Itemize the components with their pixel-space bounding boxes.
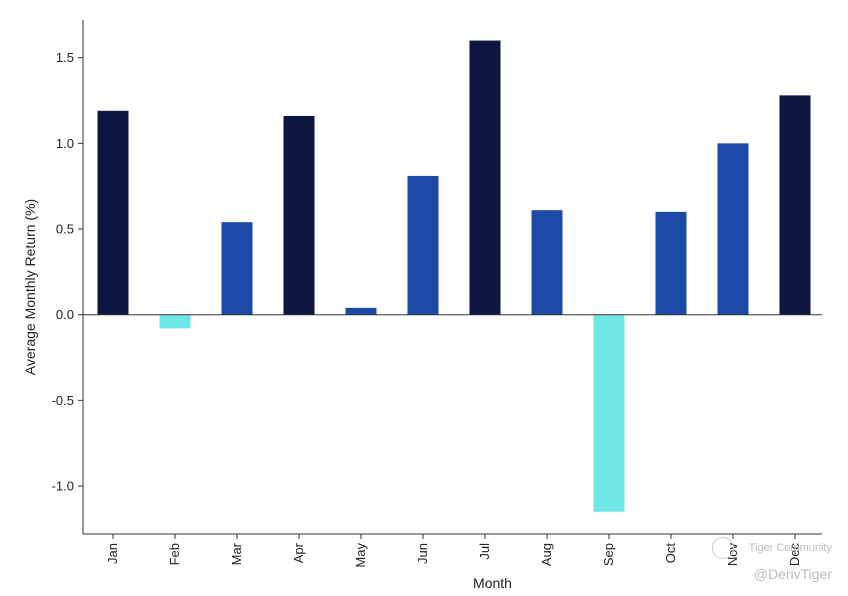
bar-oct [655, 211, 687, 315]
x-tick-label-apr: Apr [291, 542, 306, 563]
x-tick-label-sep: Sep [601, 543, 616, 566]
watermark-community: Tiger Community [748, 542, 832, 554]
bar-aug [531, 210, 563, 315]
bar-nov [717, 143, 749, 315]
y-tick-label: 0.5 [56, 222, 74, 237]
x-tick-label-jan: Jan [105, 543, 120, 564]
x-tick-label-mar: Mar [229, 542, 244, 565]
x-axis-title: Month [473, 575, 512, 591]
bars-group [97, 40, 811, 512]
bar-may [345, 307, 377, 315]
y-tick-label: -0.5 [52, 393, 74, 408]
x-tick-label-feb: Feb [167, 543, 182, 565]
x-tick-label-aug: Aug [539, 543, 554, 566]
bar-feb [159, 314, 191, 329]
x-tick-label-dec: Dec [787, 543, 802, 567]
y-tick-label: 0.0 [56, 307, 74, 322]
bar-jan [97, 110, 129, 315]
bar-jun [407, 175, 439, 315]
y-axis: -1.0 -0.5 0.0 0.5 1.0 1.5 [52, 20, 84, 534]
x-axis: Jan Feb Mar Apr May Jun Jul Aug Sep Oct Nov Dec [83, 533, 822, 568]
bar-dec [779, 95, 811, 315]
x-tick-label-oct: Oct [663, 543, 678, 564]
bar-mar [221, 222, 253, 315]
x-tick-label-may: May [353, 543, 368, 568]
y-tick-label: 1.0 [56, 136, 74, 151]
bar-sep [593, 314, 625, 512]
x-tick-label-jul: Jul [477, 543, 492, 560]
bar-jul [469, 40, 501, 315]
watermark-logo-icon [712, 537, 734, 559]
bar-apr [283, 115, 315, 315]
x-tick-label-jun: Jun [415, 543, 430, 564]
y-tick-label: 1.5 [56, 50, 74, 65]
y-tick-label: -1.0 [52, 479, 74, 494]
watermark-handle: @DerivTiger [753, 566, 832, 582]
y-axis-title: Average Monthly Return (%) [22, 199, 38, 375]
